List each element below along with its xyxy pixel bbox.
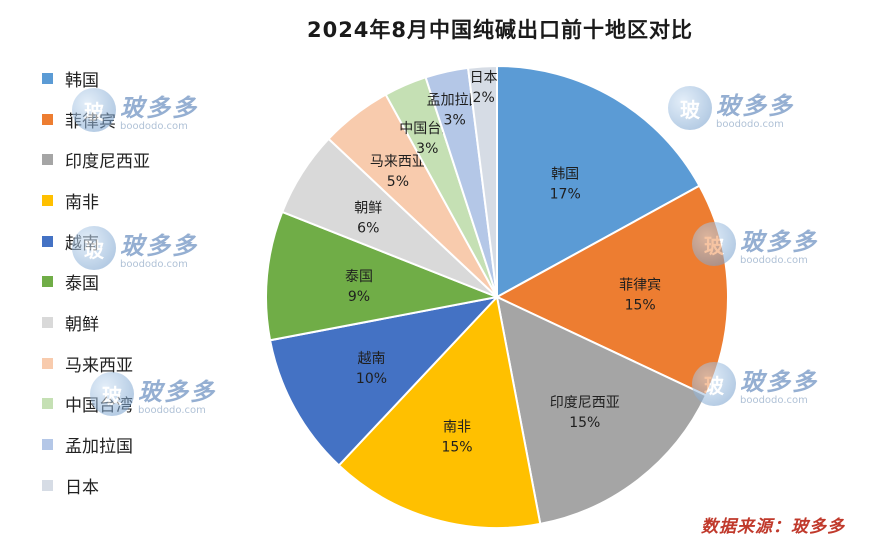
pie-slice (466, 64, 498, 298)
watermark: 玻 玻多多 boododo.com (668, 86, 794, 130)
watermark-name: 玻多多 (740, 228, 818, 256)
watermark: 玻 玻多多 boododo.com (90, 372, 216, 416)
slice-category-label: 孟加拉国 (427, 93, 483, 109)
slice-value-label: 15% (625, 298, 656, 314)
watermark: 玻 玻多多 boododo.com (692, 222, 818, 266)
legend-item: 孟加拉国 (42, 424, 212, 465)
watermark: 玻 玻多多 boododo.com (692, 362, 818, 406)
watermark-name: 玻多多 (138, 378, 216, 406)
legend-swatch (42, 235, 53, 247)
watermark-name: 玻多多 (120, 94, 198, 122)
legend-label: 印度尼西亚 (65, 152, 150, 173)
legend-swatch (42, 479, 53, 491)
legend-swatch (42, 398, 53, 410)
pie-slice (268, 295, 500, 467)
watermark-logo-icon: 玻 (72, 226, 116, 270)
pie-slice (337, 294, 542, 529)
slice-category-label: 南非 (443, 420, 471, 436)
legend-label: 朝鲜 (65, 314, 99, 335)
legend-item: 南非 (42, 180, 212, 221)
pie-slice (496, 64, 701, 299)
watermark: 玻 玻多多 boododo.com (72, 88, 198, 132)
watermark-url: boododo.com (716, 119, 784, 130)
legend-swatch (42, 276, 53, 288)
watermark-logo-icon: 玻 (692, 362, 736, 406)
legend-item: 韩国 (42, 58, 212, 99)
watermark-name: 玻多多 (716, 92, 794, 120)
slice-category-label: 朝鲜 (354, 200, 382, 216)
watermark-url: boododo.com (740, 255, 808, 266)
legend-label: 泰国 (65, 274, 99, 295)
chart-title: 2024年8月中国纯碱出口前十地区对比 (306, 18, 694, 42)
legend-label: 日本 (65, 477, 99, 498)
watermark-url: boododo.com (740, 395, 808, 406)
legend-item: 泰国 (42, 261, 212, 302)
slice-value-label: 3% (444, 113, 466, 129)
slice-category-label: 日本 (470, 70, 498, 86)
legend-swatch (42, 316, 53, 328)
legend-swatch (42, 72, 53, 84)
slice-category-label: 泰国 (345, 269, 373, 285)
slice-category-label: 越南 (357, 351, 385, 367)
watermark-name: 玻多多 (120, 232, 198, 260)
watermark: 玻 玻多多 boododo.com (72, 226, 198, 270)
slice-value-label: 10% (356, 371, 387, 387)
watermark-url: boododo.com (120, 121, 188, 132)
watermark-url: boododo.com (138, 405, 206, 416)
legend-swatch (42, 113, 53, 125)
legend-label: 孟加拉国 (65, 437, 133, 458)
slice-category-label: 印度尼西亚 (550, 395, 620, 411)
legend-label: 马来西亚 (65, 355, 133, 376)
slice-value-label: 6% (357, 220, 379, 236)
slice-category-label: 韩国 (551, 167, 579, 183)
legend-swatch (42, 439, 53, 451)
legend-swatch (42, 194, 53, 206)
pie-slice (495, 295, 708, 526)
slice-value-label: 17% (550, 187, 581, 203)
slice-value-label: 15% (441, 440, 472, 456)
slice-value-label: 5% (387, 174, 409, 190)
legend-item: 马来西亚 (42, 343, 212, 384)
legend-label: 韩国 (65, 70, 99, 91)
legend-item: 朝鲜 (42, 302, 212, 343)
watermark-url: boododo.com (120, 259, 188, 270)
watermark-logo-icon: 玻 (90, 372, 134, 416)
legend-label: 南非 (65, 192, 99, 213)
legend-item: 日本 (42, 465, 212, 506)
legend-swatch (42, 357, 53, 369)
watermark-name: 玻多多 (740, 368, 818, 396)
slice-value-label: 9% (348, 289, 370, 305)
watermark-logo-icon: 玻 (72, 88, 116, 132)
slice-value-label: 15% (569, 415, 600, 431)
legend-swatch (42, 154, 53, 166)
slice-value-label: 3% (416, 141, 438, 157)
slice-category-label: 菲律宾 (619, 278, 661, 294)
slice-value-label: 2% (473, 90, 495, 106)
watermark-logo-icon: 玻 (668, 86, 712, 130)
legend-item: 印度尼西亚 (42, 139, 212, 180)
watermark-logo-icon: 玻 (692, 222, 736, 266)
slice-category-label: 马来西亚 (370, 154, 426, 170)
pie-slice (265, 210, 501, 342)
source-note: 数据来源：玻多多 (701, 517, 845, 537)
